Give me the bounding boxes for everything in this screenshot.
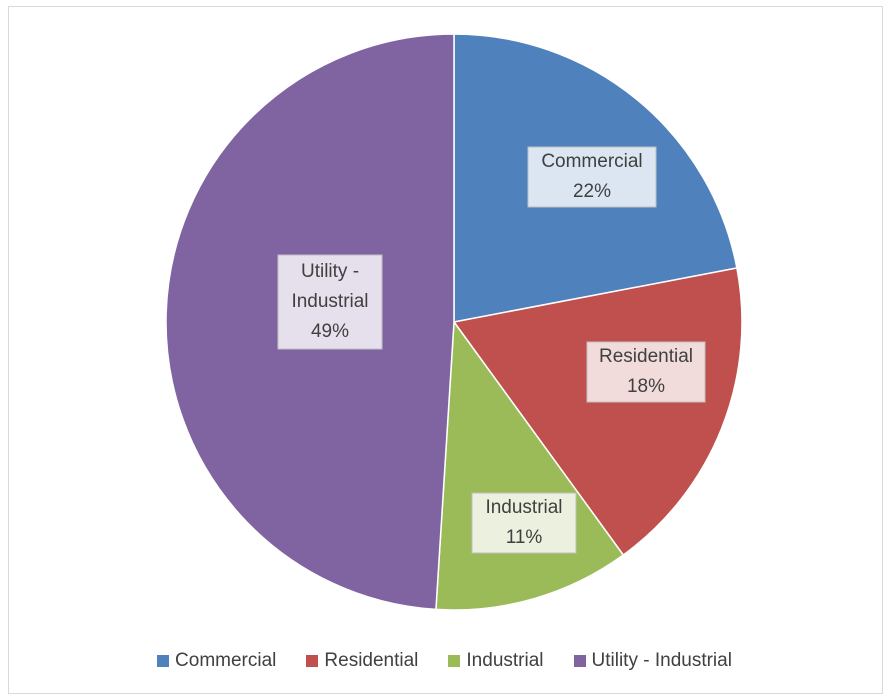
legend-swatch-residential <box>306 655 319 667</box>
data-label-value: 49% <box>311 321 349 342</box>
data-label-value: 18% <box>627 376 665 397</box>
data-label-value: 11% <box>506 527 543 548</box>
legend-label-utility-industrial: Utility - Industrial <box>591 650 732 671</box>
data-label-residential: Residential 18% <box>586 341 706 403</box>
legend-swatch-commercial <box>157 655 170 667</box>
legend-swatch-utility-industrial <box>573 655 586 667</box>
legend-item-industrial: Industrial <box>448 650 544 672</box>
pie-slice-residential <box>452 267 743 557</box>
legend-label-industrial: Industrial <box>466 650 544 671</box>
data-label-box <box>471 492 577 554</box>
legend: Commercial Residential Industrial Utilit… <box>0 650 889 672</box>
data-label-text: Residential <box>599 346 693 367</box>
legend-item-residential: Residential <box>306 650 418 672</box>
data-label-commercial: Commercial 22% <box>527 146 657 208</box>
legend-swatch-industrial <box>448 655 461 667</box>
data-label-industrial: Industrial 11% <box>471 492 577 554</box>
data-label-box <box>586 341 706 403</box>
data-label-text: Industrial <box>485 497 562 518</box>
data-label-box <box>277 254 383 350</box>
data-label-utility-industrial: Utility - Industrial 49% <box>277 254 383 350</box>
legend-item-utility-industrial: Utility - Industrial <box>573 650 732 672</box>
legend-label-residential: Residential <box>324 650 419 671</box>
data-label-text: Utility - <box>301 261 359 282</box>
data-label-box <box>527 146 657 208</box>
data-label-value: 22% <box>573 181 611 202</box>
data-label-text: Industrial <box>291 291 368 312</box>
legend-label-commercial: Commercial <box>175 650 277 671</box>
data-label-text: Commercial <box>541 151 642 172</box>
legend-item-commercial: Commercial <box>157 650 276 672</box>
